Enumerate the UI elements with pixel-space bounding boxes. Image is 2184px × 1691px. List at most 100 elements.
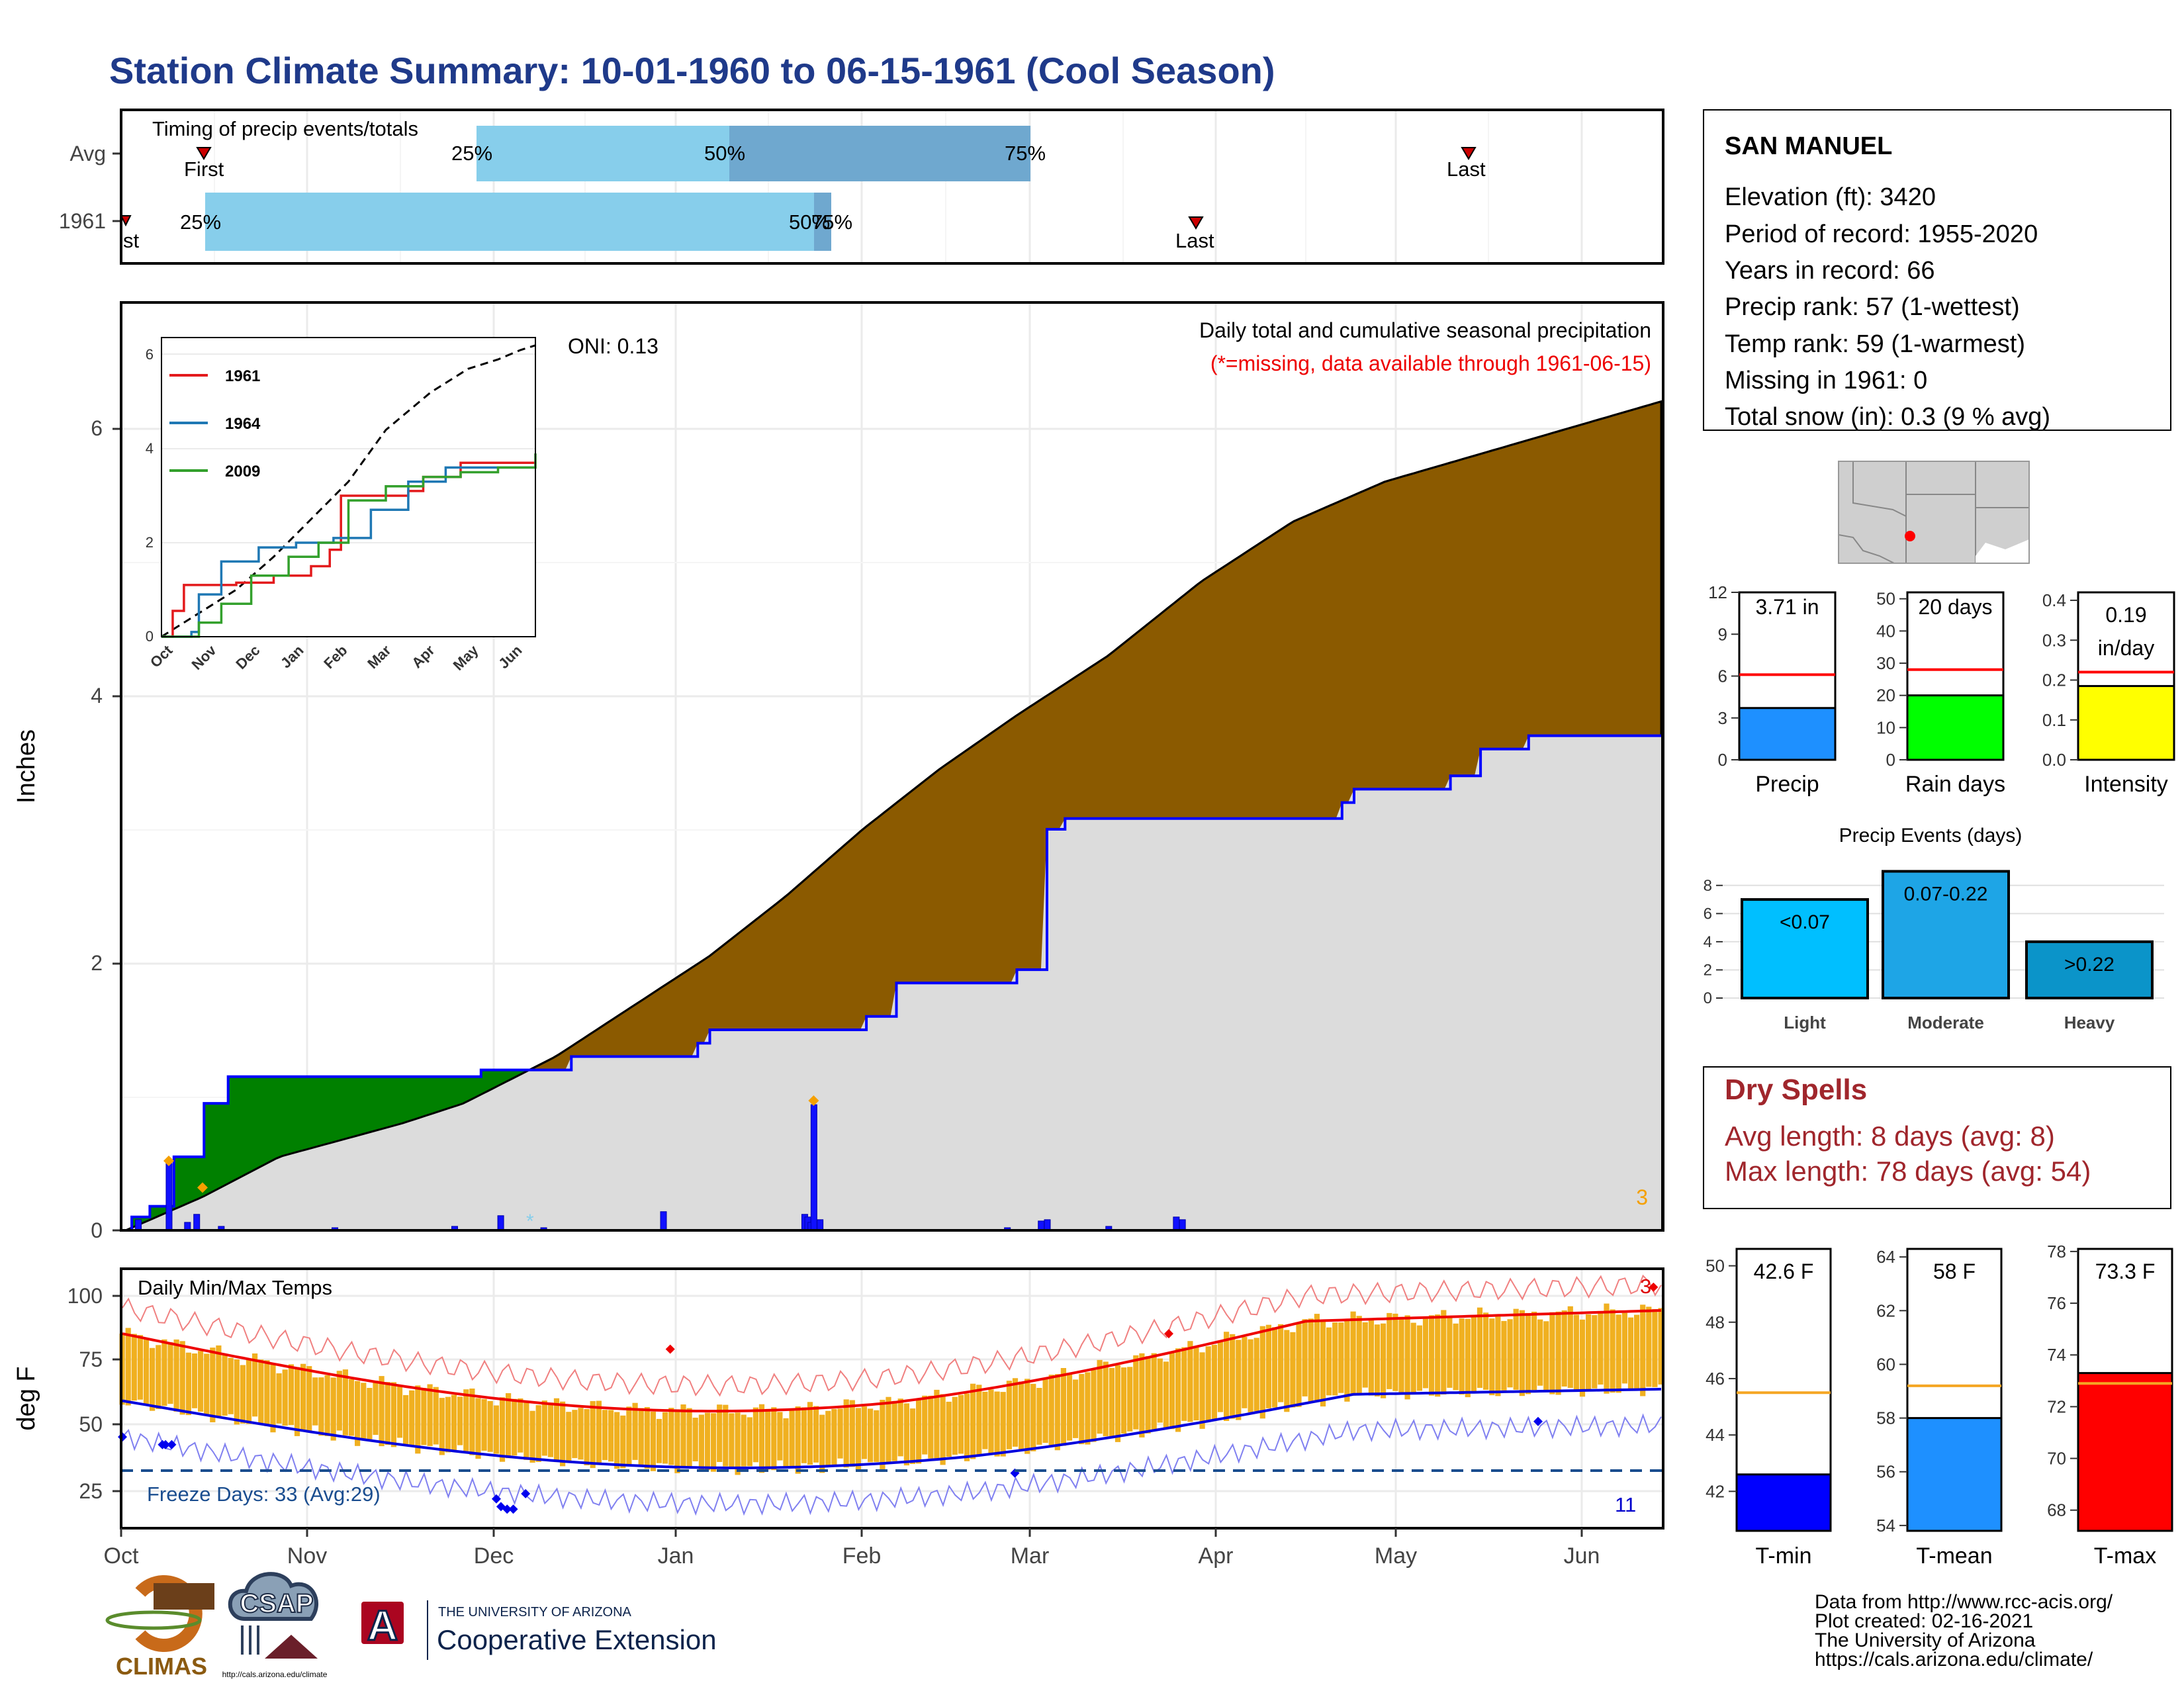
daily-temp-range-bar <box>1296 1322 1302 1407</box>
daily-temp-range-bar <box>390 1382 396 1447</box>
bar-value-label: 0.19 <box>2105 603 2146 627</box>
daily-temp-range-bar <box>626 1406 632 1465</box>
daily-temp-range-bar <box>1133 1355 1139 1430</box>
daily-temp-range-bar <box>252 1353 258 1417</box>
daily-temp-range-bar <box>970 1383 976 1459</box>
temp-bar-ytick-label: 42 <box>1706 1481 1725 1501</box>
daily-temp-range-bar <box>1193 1346 1199 1421</box>
avg-first-label: First <box>184 158 224 181</box>
daily-temp-range-bar <box>222 1355 228 1416</box>
avg-last-marker <box>1461 147 1477 160</box>
daily-temp-range-bar <box>1646 1306 1652 1387</box>
daily-temp-range-bar <box>723 1404 729 1467</box>
daily-temp-range-bar <box>1350 1311 1356 1396</box>
daily-precip-bar <box>660 1211 667 1231</box>
station-name: SAN MANUEL <box>1725 132 1892 160</box>
daily-temp-range-bar <box>644 1407 650 1469</box>
daily-temp-range-bar <box>312 1377 318 1426</box>
temp-bar-ytick-label: 50 <box>1706 1256 1725 1276</box>
daily-temp-range-bar <box>1079 1374 1085 1445</box>
daily-temp-range-bar <box>1187 1341 1193 1422</box>
temp-bar-ytick-label: 70 <box>2047 1449 2066 1469</box>
daily-temp-range-bar <box>1121 1367 1127 1434</box>
daily-temp-range-bar <box>300 1363 306 1432</box>
temp-bar-ytick-label: 54 <box>1876 1516 1895 1535</box>
daily-temp-range-bar <box>632 1402 638 1460</box>
daily-temp-range-bar <box>650 1411 656 1471</box>
events-ytick-label: 8 <box>1704 877 1712 895</box>
events-ytick-label: 4 <box>1704 933 1712 951</box>
daily-temp-range-bar <box>445 1396 451 1453</box>
daily-temp-range-bar <box>541 1400 547 1456</box>
year-last-marker <box>1188 216 1204 230</box>
year-cumulative-line <box>126 734 1661 1232</box>
daily-temp-range-bar <box>825 1410 831 1467</box>
daily-temp-range-bar <box>258 1359 264 1424</box>
climas-logo-text: CLIMAS <box>116 1653 207 1680</box>
daily-temp-range-bar <box>270 1363 276 1433</box>
daily-temp-range-bar <box>662 1412 668 1464</box>
daily-temp-range-bar <box>1314 1314 1320 1402</box>
daily-temp-range-bar <box>1060 1368 1066 1446</box>
daily-temp-range-bar <box>940 1394 946 1465</box>
events-bar-label: Light <box>1784 1013 1826 1032</box>
bar-ytick-label: 0.1 <box>2042 710 2066 730</box>
daily-temp-range-bar <box>1302 1319 1308 1396</box>
inset-ytick: 2 <box>146 534 154 551</box>
year-cumulative-area <box>126 735 1661 1230</box>
month-label-dec: Dec <box>474 1543 514 1569</box>
daily-temp-range-bar <box>584 1409 590 1465</box>
page-title: Station Climate Summary: 10-01-1960 to 0… <box>109 50 1275 91</box>
bar-ytick-label: 0.3 <box>2042 630 2066 650</box>
daily-temp-range-bar <box>674 1409 680 1473</box>
daily-temp-range-bar <box>903 1403 909 1466</box>
daily-temp-range-bar <box>1175 1348 1181 1432</box>
record-precip-marker <box>163 1155 174 1166</box>
daily-temp-range-bar <box>1115 1365 1121 1442</box>
temp-bar-t-min <box>1735 1473 1832 1532</box>
temp-ytick-25: 25 <box>79 1479 103 1503</box>
temp-bar-ytick-label: 78 <box>2047 1242 2066 1261</box>
temp-panel: Daily Min/Max Temps Freeze Days: 33 (Avg… <box>13 1267 1664 1569</box>
month-label-mar: Mar <box>1011 1543 1050 1569</box>
daily-temp-range-bar <box>686 1408 692 1467</box>
daily-temp-range-bar <box>1513 1308 1519 1390</box>
precip-ytick-6: 6 <box>91 416 103 440</box>
daily-temp-range-bar <box>735 1412 741 1475</box>
daily-temp-range-bar <box>1054 1374 1060 1451</box>
timing-panel: Timing of precip events/totals First Las… <box>59 109 1664 265</box>
daily-temp-range-bar <box>355 1381 361 1446</box>
daily-temp-range-bar <box>240 1365 246 1424</box>
bar-category-label: Precip <box>1755 772 1819 797</box>
temp-ytick-100: 100 <box>68 1284 103 1308</box>
temp-ytick-50: 50 <box>79 1412 103 1436</box>
bar-ytick-label: 30 <box>1876 653 1895 673</box>
daily-temp-range-bar <box>1537 1319 1543 1386</box>
daily-temp-range-bar <box>964 1393 970 1461</box>
daily-temp-range-bar <box>994 1391 1000 1457</box>
month-label-may: May <box>1375 1543 1417 1569</box>
ua-letter: A <box>367 1602 398 1649</box>
daily-temp-range-bar <box>777 1412 783 1461</box>
bar-ytick-label: 50 <box>1876 589 1895 609</box>
bar-category-label: Intensity <box>2084 772 2168 797</box>
events-ytick-label: 0 <box>1704 989 1712 1007</box>
daily-temp-range-bar <box>439 1398 445 1455</box>
daily-temp-range-bar <box>880 1400 886 1471</box>
record-low-marker <box>521 1488 531 1498</box>
daily-temp-range-bar <box>523 1402 529 1460</box>
year-last-label: Last <box>1175 229 1214 252</box>
temp-bar-value-label: 58 F <box>1933 1259 1976 1283</box>
inset-legend-label: 1964 <box>225 415 261 433</box>
bar-value-label-unit: in/day <box>2098 636 2154 660</box>
daily-temp-range-bar <box>783 1418 789 1468</box>
temp-ylabel: deg F <box>13 1366 40 1430</box>
bar-value-rain-days <box>1906 694 2005 761</box>
bar-ytick-label: 12 <box>1708 582 1727 602</box>
daily-temp-range-bar <box>608 1410 614 1462</box>
daily-temp-range-bar <box>698 1414 704 1471</box>
daily-temp-range-bar <box>191 1353 198 1408</box>
daily-temp-range-bar <box>1145 1356 1151 1434</box>
